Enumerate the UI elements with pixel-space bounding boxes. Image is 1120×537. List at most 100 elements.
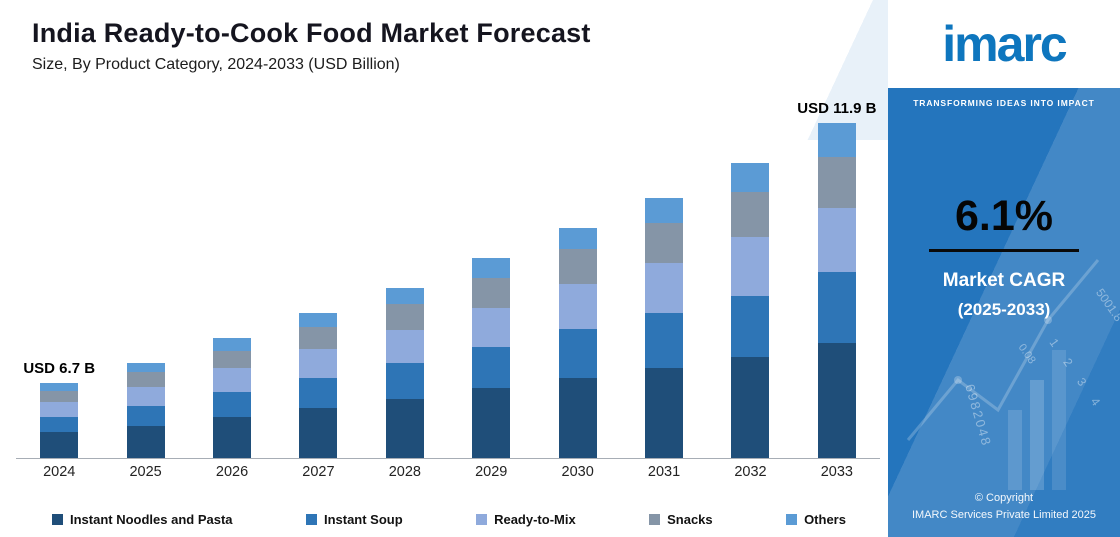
legend-item: Instant Noodles and Pasta <box>52 512 233 527</box>
bar-column <box>448 98 534 458</box>
bar-segment-ready-to-mix <box>645 263 684 313</box>
bar-column <box>102 98 188 458</box>
bar-segment-instant-noodles-and-pasta <box>213 416 252 458</box>
bar-segment-instant-noodles-and-pasta <box>817 342 856 458</box>
bar-stack <box>558 228 597 458</box>
legend-item: Snacks <box>649 512 713 527</box>
chart-area: India Ready-to-Cook Food Market Forecast… <box>16 0 888 527</box>
bar-segment-instant-soup <box>385 363 424 399</box>
bar-column <box>534 98 620 458</box>
bar-segment-instant-noodles-and-pasta <box>40 432 79 458</box>
bar-stack <box>385 288 424 458</box>
bar-segment-ready-to-mix <box>299 348 338 378</box>
bar-segment-others <box>558 228 597 250</box>
x-axis-label: 2031 <box>647 464 681 480</box>
x-axis-label: 2026 <box>215 464 249 480</box>
bar-segment-ready-to-mix <box>731 237 770 296</box>
x-axis-label: 2027 <box>302 464 335 480</box>
copyright-notice: © Copyright IMARC Services Private Limit… <box>888 490 1120 524</box>
legend-swatch <box>786 514 798 525</box>
bar-segment-others <box>299 313 338 328</box>
bar-segment-instant-soup <box>126 405 165 426</box>
cagr-period: (2025-2033) <box>957 300 1051 319</box>
bar-segment-instant-noodles-and-pasta <box>645 368 684 458</box>
imarc-logo-text: imarc <box>942 15 1067 72</box>
bar-segment-ready-to-mix <box>472 308 511 348</box>
bar-segment-others <box>645 198 684 223</box>
legend-item: Ready-to-Mix <box>476 512 576 527</box>
bar-segment-instant-soup <box>40 416 79 433</box>
bar-segment-instant-noodles-and-pasta <box>731 357 770 458</box>
bar-segment-snacks <box>645 223 684 263</box>
bar-stack <box>126 363 165 458</box>
imarc-tagline: TRANSFORMING IDEAS INTO IMPACT <box>913 98 1095 108</box>
legend-label: Others <box>804 512 846 527</box>
sidebar: 5001.8 0.08 1 2 3 4 6982048 imarc TRANSF… <box>888 0 1120 537</box>
bar-segment-ready-to-mix <box>385 329 424 364</box>
bar-segment-others <box>385 288 424 304</box>
bar-value-label: USD 11.9 B <box>797 100 877 118</box>
bar-segment-instant-noodles-and-pasta <box>472 388 511 458</box>
bar-column: USD 11.9 B <box>794 98 880 458</box>
bar-segment-ready-to-mix <box>558 284 597 329</box>
page-title: India Ready-to-Cook Food Market Forecast <box>32 18 591 48</box>
bar-segment-others <box>213 337 252 351</box>
legend-swatch <box>52 514 63 525</box>
watermark-text: 1 2 3 4 <box>1046 335 1108 415</box>
bar-segment-snacks <box>558 249 597 285</box>
legend-label: Snacks <box>667 512 713 527</box>
x-axis-label: 2033 <box>820 464 853 480</box>
watermark-text: 6982048 <box>962 382 995 449</box>
copyright-line1: © Copyright <box>974 491 1034 504</box>
bar-segment-instant-soup <box>472 347 511 389</box>
bar-segment-ready-to-mix <box>40 402 79 417</box>
legend-item: Instant Soup <box>305 512 403 527</box>
x-axis-label: 2029 <box>475 464 508 480</box>
bar-segment-instant-soup <box>817 272 856 343</box>
bar-stack <box>213 337 252 458</box>
page-subtitle: Size, By Product Category, 2024-2033 (US… <box>32 56 400 73</box>
cagr-value: 6.1% <box>954 192 1053 240</box>
bar-segment-snacks <box>40 390 79 403</box>
bar-segment-snacks <box>817 156 856 208</box>
bar-segment-instant-soup <box>213 391 252 417</box>
legend-swatch <box>649 514 661 525</box>
watermark-chart-icon <box>906 259 1100 490</box>
bar-segment-instant-noodles-and-pasta <box>299 407 338 458</box>
bar-column <box>707 98 793 458</box>
bar-segment-snacks <box>385 303 424 330</box>
bar-column: USD 6.7 B <box>16 98 102 458</box>
bar-segment-instant-soup <box>299 377 338 408</box>
x-axis-label: 2025 <box>129 464 162 480</box>
bar-column <box>621 98 707 458</box>
cagr-underline <box>929 249 1079 252</box>
bar-stack <box>731 163 770 458</box>
bar-segment-snacks <box>126 372 165 388</box>
bar-column <box>275 98 361 458</box>
bar-segment-instant-soup <box>645 313 684 368</box>
bar-segment-snacks <box>299 327 338 349</box>
bar-segment-others <box>817 123 856 157</box>
bar-segment-snacks <box>472 277 511 309</box>
bar-value-label: USD 6.7 B <box>23 360 96 378</box>
x-axis-label: 2030 <box>561 464 594 480</box>
bar-segment-snacks <box>213 350 252 368</box>
x-axis-labels: 2024 2025 2026 2027 2028 2029 2030 2031 2032 2033 <box>16 464 880 480</box>
legend-item: Others <box>786 512 846 527</box>
legend-swatch <box>476 514 488 525</box>
x-axis-label: 2032 <box>734 464 767 480</box>
imarc-logo: imarc <box>888 0 1120 88</box>
legend: Instant Noodles and Pasta Instant Soup Rea… <box>52 512 846 527</box>
bar-segment-instant-noodles-and-pasta <box>558 378 597 458</box>
bar-stack <box>299 313 338 458</box>
bar-segment-instant-soup <box>731 295 770 357</box>
chart-header: India Ready-to-Cook Food Market Forecast… <box>32 18 868 74</box>
bar-column <box>362 98 448 458</box>
bar-stack <box>817 123 856 458</box>
bar-segment-others <box>40 383 79 391</box>
legend-swatch <box>305 514 317 525</box>
copyright-line2: IMARC Services Private Limited 2025 <box>911 508 1096 521</box>
legend-label: Instant Soup <box>323 512 403 527</box>
cagr-label: Market CAGR <box>942 270 1066 291</box>
